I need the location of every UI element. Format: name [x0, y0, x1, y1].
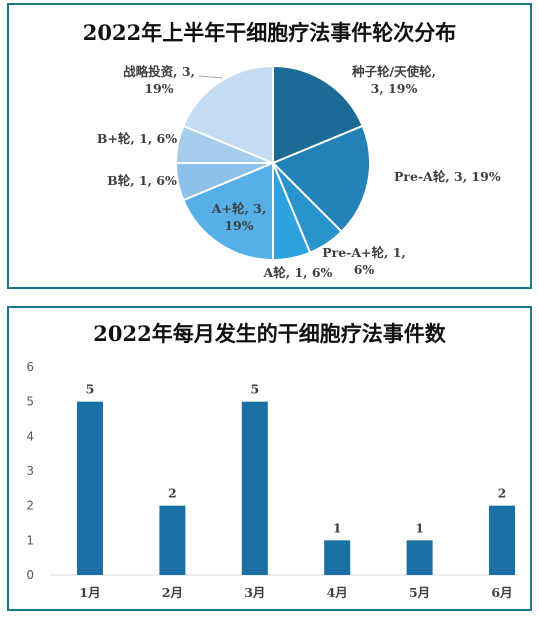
bar-2月 [159, 505, 186, 575]
y-tick-label: 3 [26, 464, 34, 478]
pie-slice-1 [272, 64, 364, 165]
bar-value-label: 5 [250, 382, 259, 397]
x-tick-label: 4月 [327, 585, 348, 600]
pie-data-label: Pre-A轮, 3, 19% [394, 169, 501, 184]
pie-data-label: Pre-A+轮, 1, 6% [322, 245, 406, 277]
bar-5月 [406, 540, 433, 575]
pie-data-label: 种子轮/天使轮, 3, 19% [351, 64, 436, 96]
pie-data-label: A+轮, 3, 19% [211, 201, 266, 233]
pie-data-label: B轮, 1, 6% [107, 173, 177, 188]
pie-slice-5 [182, 161, 274, 262]
bar-1月 [77, 401, 103, 575]
bar-value-label: 2 [168, 486, 177, 501]
bar-value-label: 5 [86, 382, 95, 397]
x-tick-label: 1月 [79, 585, 100, 600]
bar-6月 [489, 505, 515, 575]
x-tick-label: 6月 [491, 585, 512, 600]
bar-value-label: 1 [333, 520, 342, 535]
bar-4月 [324, 540, 351, 575]
pie-data-label: A轮, 1, 6% [263, 265, 333, 280]
y-tick-label: 2 [26, 499, 34, 513]
x-tick-label: 5月 [409, 585, 430, 600]
bar-value-label: 2 [498, 486, 507, 501]
bar-chart: 0 1 2 3 4 5 6 5 1月 2 2月 5 3月 1 4月 1 5月 2 6月 [26, 360, 519, 600]
pie-data-label: 战略投资, 3, 19% [123, 64, 195, 96]
pie-data-label: B+轮, 1, 6% [97, 131, 177, 146]
y-tick-label: 5 [26, 395, 34, 409]
pie-leader-line [198, 75, 224, 79]
y-tick-label: 4 [26, 429, 34, 443]
pie-slice-8 [182, 64, 274, 165]
bar-3月 [241, 401, 268, 575]
bar-chart-panel: 2022年每月发生的干细胞疗法事件数 0 1 2 3 4 5 6 5 1月 2 2月 5 3月 1 4月 1 5… [7, 306, 532, 611]
pie-chart-panel: 2022年上半年干细胞疗法事件轮次分布 种子轮/天使轮, 3, 19% Pre-A轮… [7, 3, 532, 289]
x-tick-label: 3月 [244, 585, 265, 600]
y-tick-label: 6 [26, 360, 34, 374]
pie-slice-2 [271, 124, 371, 234]
y-tick-label: 1 [26, 533, 34, 547]
x-tick-label: 2月 [162, 585, 183, 600]
bar-chart-title: 2022年每月发生的干细胞疗法事件数 [93, 321, 446, 346]
y-tick-label: 0 [26, 568, 34, 582]
pie-chart: 种子轮/天使轮, 3, 19% Pre-A轮, 3, 19% Pre-A+轮, 1, 6… [97, 64, 501, 280]
bar-value-label: 1 [415, 520, 424, 535]
pie-chart-title: 2022年上半年干细胞疗法事件轮次分布 [82, 20, 457, 45]
